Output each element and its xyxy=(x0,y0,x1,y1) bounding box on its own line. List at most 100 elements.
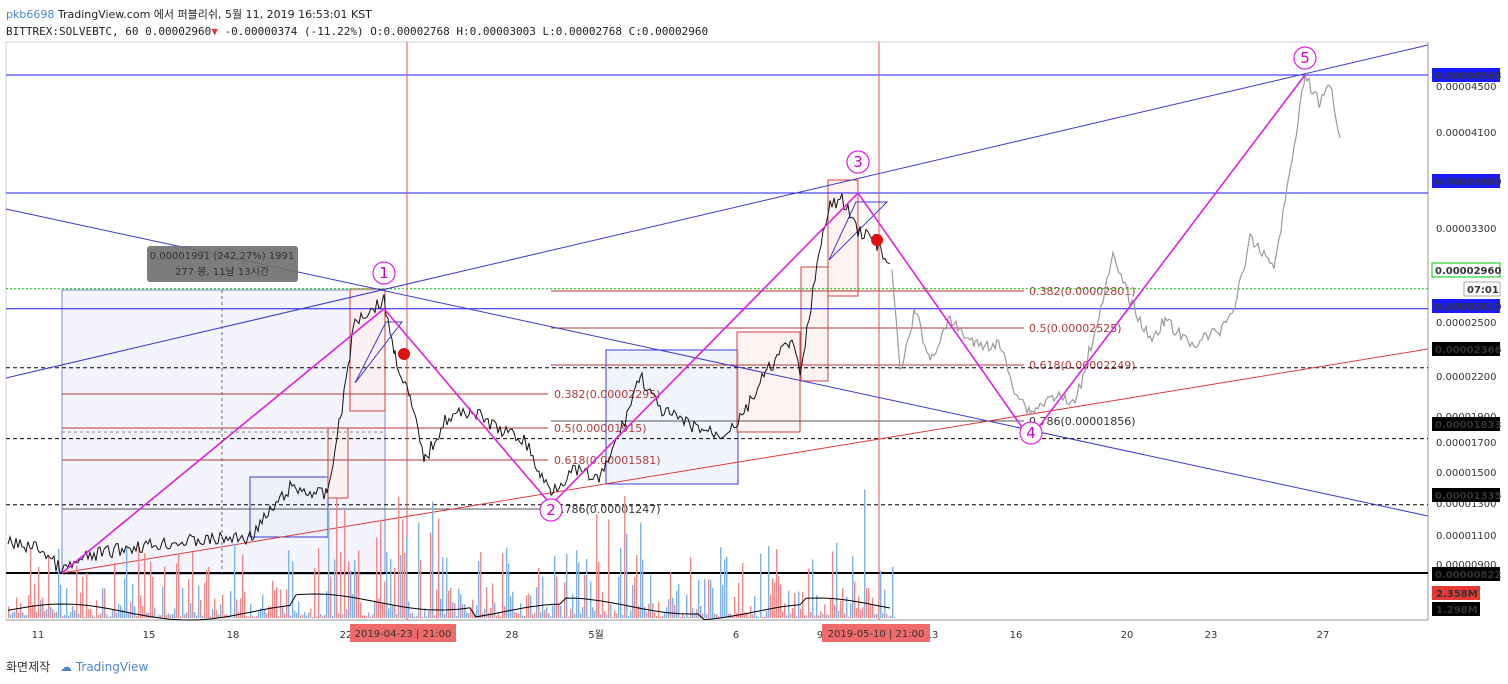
volume-bar xyxy=(712,588,714,618)
price-series xyxy=(7,74,1341,575)
volume-bar xyxy=(130,602,132,618)
price-tick-label: 0.00003300 xyxy=(1436,224,1496,235)
volume-bar xyxy=(842,588,844,618)
price-line xyxy=(7,193,890,575)
volume-bar xyxy=(214,598,216,618)
price-tag-box xyxy=(1432,567,1500,581)
volume-bar xyxy=(22,612,24,618)
volume-bar xyxy=(888,616,890,618)
volume-bar xyxy=(434,615,436,618)
volume-bar xyxy=(820,611,822,618)
volume-bar xyxy=(54,612,56,618)
volume-bar xyxy=(96,600,98,618)
volume-bar xyxy=(732,616,734,618)
measure-text: 0.00001991 (242.27%) 1991 xyxy=(150,251,295,262)
volume-bar xyxy=(818,615,820,618)
volume-bar xyxy=(756,615,758,618)
volume-bar xyxy=(718,616,720,618)
volume-bar xyxy=(204,582,206,618)
volume-bar xyxy=(678,583,680,618)
volume-bar xyxy=(882,613,884,618)
volume-bar xyxy=(692,608,694,618)
volume-bar xyxy=(128,611,130,618)
volume-bar xyxy=(90,609,92,618)
volume-bar xyxy=(676,590,678,618)
volume-bar xyxy=(32,604,34,618)
volume-bar xyxy=(426,616,428,618)
volume-bar xyxy=(344,509,346,618)
volume-bar xyxy=(432,501,434,618)
wave-label: 4 xyxy=(1026,424,1036,442)
date-tick-label: 23 xyxy=(1205,630,1218,641)
volume-bar xyxy=(190,603,192,618)
volume-bar xyxy=(256,615,258,618)
price-tag-box xyxy=(1432,174,1500,188)
support-trendline xyxy=(61,348,1429,574)
date-tick-label: 11 xyxy=(32,630,45,641)
author-name[interactable]: pkb6698 xyxy=(6,8,55,21)
volume-bar xyxy=(140,595,142,618)
volume-bar xyxy=(334,559,336,618)
volume-bar xyxy=(782,611,784,618)
volume-bar xyxy=(750,606,752,618)
volume-bar xyxy=(50,606,52,618)
volume-bar xyxy=(222,594,224,618)
ohlc-close: C:0.00002960 xyxy=(628,25,709,38)
volume-bar xyxy=(442,557,444,618)
volume-bar xyxy=(486,587,488,618)
tradingview-logo[interactable]: ☁ TradingView xyxy=(60,660,148,674)
volume-bar xyxy=(88,609,90,618)
down-arrow-icon: ▼ xyxy=(211,25,218,38)
date-tick-label: 9 xyxy=(817,630,823,641)
volume-bar xyxy=(136,615,138,618)
volume-bar xyxy=(138,546,140,618)
volume-bar xyxy=(324,614,326,618)
volume-bar xyxy=(346,609,348,618)
date-tick-label: 28 xyxy=(506,630,519,641)
volume-bar xyxy=(748,617,750,618)
volume-bar xyxy=(202,615,204,618)
volume-bar xyxy=(440,598,442,618)
volume-bar xyxy=(734,596,736,618)
volume-bar xyxy=(154,607,156,618)
volume-bar xyxy=(180,616,182,618)
volume-bar xyxy=(468,613,470,618)
volume-bar xyxy=(386,551,388,618)
volume-bar xyxy=(262,594,264,618)
volume-bar xyxy=(490,608,492,618)
price-tag-box xyxy=(1432,342,1500,356)
volume-bar xyxy=(172,613,174,618)
volume-bar xyxy=(42,597,44,618)
volume-bar xyxy=(114,562,116,618)
volume-bar xyxy=(624,496,626,618)
volume-bar xyxy=(660,616,662,618)
volume-bar xyxy=(874,614,876,618)
volume-bar xyxy=(702,613,704,618)
volume-bar xyxy=(146,612,148,618)
volume-bar xyxy=(226,614,228,618)
wave-label-circle xyxy=(372,261,396,285)
ohlc-low: L:0.00002768 xyxy=(542,25,622,38)
volume-bar xyxy=(714,613,716,618)
volume-bar xyxy=(362,615,364,618)
volume-bar xyxy=(568,616,570,618)
volume-bar xyxy=(754,596,756,618)
volume-bar xyxy=(232,617,234,618)
volume-bar xyxy=(870,604,872,618)
volume-bar xyxy=(700,605,702,618)
volume-bar xyxy=(38,566,40,618)
price-tag-box xyxy=(1432,299,1500,313)
symbol-label[interactable]: BITTREX:SOLVEBTC, 60 xyxy=(6,25,139,38)
volume-bar xyxy=(452,602,454,618)
volume-bar xyxy=(430,532,432,618)
volume-bar xyxy=(484,608,486,618)
projected-price-line xyxy=(891,74,1341,416)
volume-bar xyxy=(674,605,676,618)
volume-bar xyxy=(228,616,230,618)
volume-bar xyxy=(476,605,478,618)
volume-bar xyxy=(622,614,624,618)
volume-bar xyxy=(328,508,330,618)
volume-bar xyxy=(560,605,562,618)
wave-label-circle xyxy=(539,498,563,522)
